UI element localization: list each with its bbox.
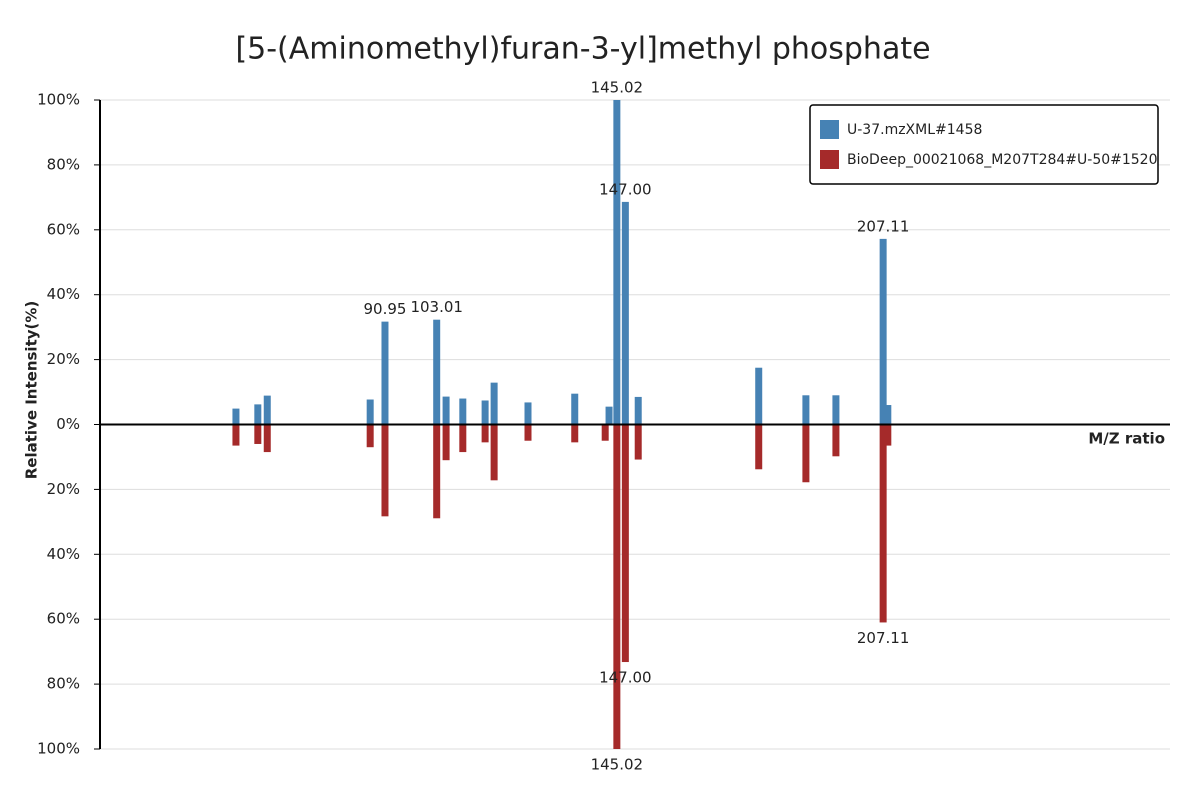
peak-bar bbox=[490, 424, 498, 481]
legend-label: BioDeep_00021068_M207T284#U-50#1520 bbox=[847, 152, 1158, 168]
legend-swatch bbox=[820, 120, 839, 139]
peak-label: 90.95 bbox=[363, 300, 406, 318]
legend-swatch bbox=[820, 150, 839, 169]
peak-bar bbox=[232, 408, 240, 425]
y-tick-label: 20% bbox=[47, 480, 80, 498]
peak-bar bbox=[433, 319, 441, 425]
peak-bar bbox=[571, 393, 579, 425]
y-tick-label: 80% bbox=[47, 155, 80, 173]
peak-label: 103.01 bbox=[410, 298, 463, 316]
y-tick-label: 100% bbox=[37, 91, 80, 109]
peak-bar bbox=[254, 404, 262, 425]
peak-label: 145.02 bbox=[591, 756, 644, 774]
peak-label: 145.02 bbox=[591, 79, 644, 97]
peak-bar bbox=[613, 100, 621, 425]
peak-bar bbox=[605, 406, 613, 425]
peak-bar bbox=[879, 238, 887, 425]
y-tick-label: 60% bbox=[47, 220, 80, 238]
peak-bar bbox=[433, 424, 441, 519]
y-tick-label: 0% bbox=[56, 415, 80, 433]
peak-bar bbox=[884, 405, 892, 425]
peak-bar bbox=[634, 396, 642, 425]
y-tick-label: 60% bbox=[47, 610, 80, 628]
peak-label: 207.11 bbox=[857, 629, 910, 647]
peak-bar bbox=[263, 424, 271, 453]
legend-label: U-37.mzXML#1458 bbox=[847, 122, 982, 138]
peak-bar bbox=[832, 424, 840, 457]
peak-bar bbox=[613, 424, 621, 749]
y-tick-label: 20% bbox=[47, 350, 80, 368]
peak-bar bbox=[601, 424, 609, 441]
peak-bar bbox=[254, 424, 262, 444]
y-axis-label: Relative Intensity(%) bbox=[23, 301, 41, 480]
peak-bar bbox=[263, 395, 271, 425]
peak-bar bbox=[524, 424, 532, 441]
y-tick-label: 100% bbox=[37, 740, 80, 758]
peak-bar bbox=[490, 382, 498, 425]
peak-bar bbox=[571, 424, 579, 443]
x-axis-label: M/Z ratio bbox=[1088, 430, 1165, 448]
peak-bar bbox=[381, 321, 389, 425]
peak-bar bbox=[481, 424, 489, 443]
peak-bar bbox=[442, 424, 450, 461]
peak-bar bbox=[366, 424, 374, 448]
y-tick-label: 80% bbox=[47, 675, 80, 693]
peak-bar bbox=[884, 424, 892, 446]
y-tick-label: 40% bbox=[47, 545, 80, 563]
peak-label: 147.00 bbox=[599, 669, 652, 687]
peak-bar bbox=[634, 424, 642, 460]
peak-label: 207.11 bbox=[857, 217, 910, 235]
peak-label: 147.00 bbox=[599, 180, 652, 198]
peak-bar bbox=[755, 424, 763, 470]
peak-bar bbox=[442, 396, 450, 425]
peak-bar bbox=[459, 398, 467, 425]
peak-bar bbox=[832, 395, 840, 425]
legend-box bbox=[809, 104, 1159, 185]
peak-bar bbox=[524, 402, 532, 425]
peak-bar bbox=[459, 424, 467, 453]
peak-bar bbox=[621, 201, 629, 425]
peak-bar bbox=[755, 367, 763, 425]
y-tick-label: 40% bbox=[47, 285, 80, 303]
peak-bar bbox=[366, 399, 374, 425]
peak-bar bbox=[802, 395, 810, 425]
peak-bar bbox=[879, 424, 887, 623]
peak-bar bbox=[232, 424, 240, 446]
peak-bar bbox=[481, 400, 489, 425]
peak-bar bbox=[621, 424, 629, 663]
chart-title: [5-(Aminomethyl)furan-3-yl]methyl phosph… bbox=[235, 32, 930, 67]
peak-bar bbox=[381, 424, 389, 517]
peak-bar bbox=[802, 424, 810, 483]
